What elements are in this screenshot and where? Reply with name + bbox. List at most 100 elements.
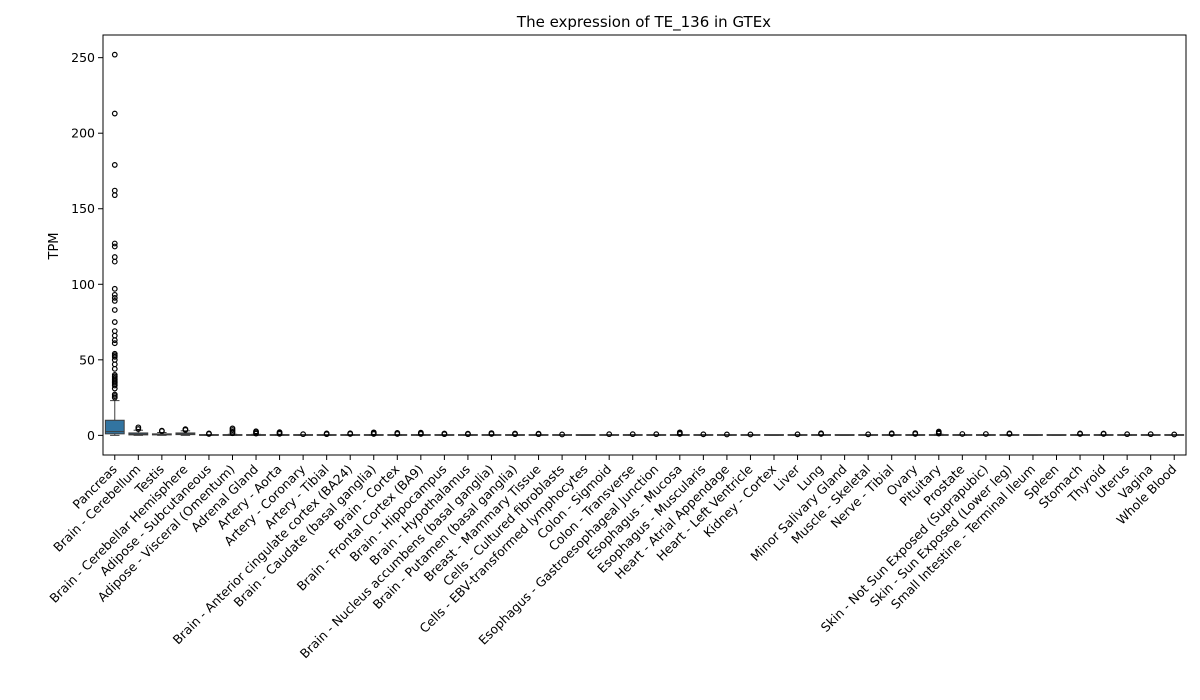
- outlier-point: [276, 429, 283, 436]
- outlier-point: [111, 340, 118, 347]
- outlier-point: [441, 430, 448, 437]
- outlier-point: [394, 430, 401, 436]
- outlier-point: [370, 429, 377, 436]
- box-group: [1023, 434, 1043, 436]
- outlier-point: [111, 162, 118, 168]
- outlier-point: [111, 294, 118, 301]
- box-group: [363, 429, 384, 437]
- box-group: [1164, 431, 1185, 438]
- outlier-point: [724, 431, 730, 438]
- box-group: [787, 431, 808, 438]
- box-group: [1117, 431, 1138, 438]
- outlier-point: [1147, 431, 1154, 438]
- outlier-point: [559, 431, 565, 438]
- plot-frame: [102, 34, 1187, 456]
- chart-title: The expression of TE_136 in GTEx: [516, 13, 771, 32]
- box-group: [387, 430, 408, 437]
- outlier-point: [111, 285, 118, 292]
- box-group: [434, 430, 455, 438]
- box-group: [269, 429, 290, 437]
- outlier-point: [111, 291, 118, 298]
- outlier-point: [111, 337, 118, 344]
- outlier-point: [935, 428, 942, 435]
- box-group: [881, 430, 902, 437]
- box-group: [716, 431, 737, 438]
- box-group: [104, 51, 125, 436]
- outlier-point: [676, 429, 683, 436]
- outlier-point: [111, 51, 118, 58]
- outlier-point: [982, 431, 989, 437]
- outlier-point: [111, 350, 118, 357]
- box-group: [693, 431, 714, 438]
- outlier-point: [111, 110, 118, 117]
- outlier-point: [1077, 430, 1083, 437]
- outlier-point: [158, 427, 165, 434]
- outlier-point: [700, 431, 707, 438]
- outlier-point: [912, 430, 919, 436]
- outlier-point: [323, 430, 330, 437]
- box-group: [552, 431, 573, 438]
- box-group: [669, 429, 690, 437]
- box-group: [128, 424, 149, 436]
- outlier-point: [111, 328, 118, 335]
- outlier-point: [865, 431, 872, 438]
- x-tick-label: Liver: [770, 461, 803, 494]
- outlier-point: [417, 429, 424, 436]
- y-tick-label: 250: [71, 50, 95, 65]
- outlier-point: [488, 430, 495, 436]
- outlier-point: [1006, 430, 1013, 437]
- box-group: [340, 430, 361, 437]
- box-group: [175, 426, 196, 436]
- outlier-point: [512, 430, 518, 437]
- box-group: [646, 431, 667, 438]
- y-tick-label: 200: [71, 126, 95, 141]
- box-group: [222, 425, 243, 437]
- outlier-point: [888, 430, 895, 437]
- outlier-point: [135, 424, 142, 431]
- outlier-point: [111, 254, 118, 260]
- outlier-point: [794, 431, 801, 438]
- box-group: [316, 430, 337, 438]
- y-axis: 0 50 100 150 200 250: [71, 50, 103, 443]
- outlier-point: [111, 192, 118, 199]
- box-group: [1093, 430, 1114, 437]
- box-group: [458, 430, 478, 438]
- y-tick-label: 0: [87, 428, 95, 443]
- outlier-point: [111, 240, 118, 247]
- box-group: [481, 430, 502, 437]
- box-group: [740, 431, 761, 438]
- box-group: [999, 430, 1020, 437]
- plot-area: [104, 51, 1185, 438]
- outlier-point: [1124, 431, 1131, 438]
- box-group: [410, 429, 431, 437]
- box-group: [952, 431, 973, 437]
- outlier-point: [747, 431, 754, 438]
- outlier-point: [465, 430, 471, 437]
- outlier-point: [111, 307, 118, 313]
- box-group: [1140, 431, 1161, 438]
- outlier-point: [206, 430, 212, 437]
- box-group: [928, 428, 949, 437]
- y-tick-label: 100: [71, 277, 95, 292]
- outlier-point: [182, 426, 189, 433]
- box-group: [528, 430, 549, 438]
- box-group: [599, 431, 620, 438]
- outlier-point: [111, 319, 118, 325]
- box-group: [1046, 434, 1067, 436]
- box-group: [975, 431, 996, 437]
- outlier-point: [1171, 431, 1178, 438]
- y-tick-label: 150: [71, 201, 95, 216]
- box-group: [905, 430, 926, 437]
- outlier-point: [253, 428, 259, 435]
- box-group: [811, 430, 831, 437]
- outlier-point: [535, 430, 542, 437]
- y-axis-label: TPM: [47, 233, 62, 261]
- box-iqr: [104, 419, 125, 435]
- outlier-point: [111, 361, 118, 368]
- outlier-point: [229, 425, 236, 432]
- outlier-point: [111, 187, 118, 194]
- outlier-point: [111, 297, 118, 304]
- outlier-point: [111, 372, 118, 378]
- outlier-point: [111, 243, 118, 250]
